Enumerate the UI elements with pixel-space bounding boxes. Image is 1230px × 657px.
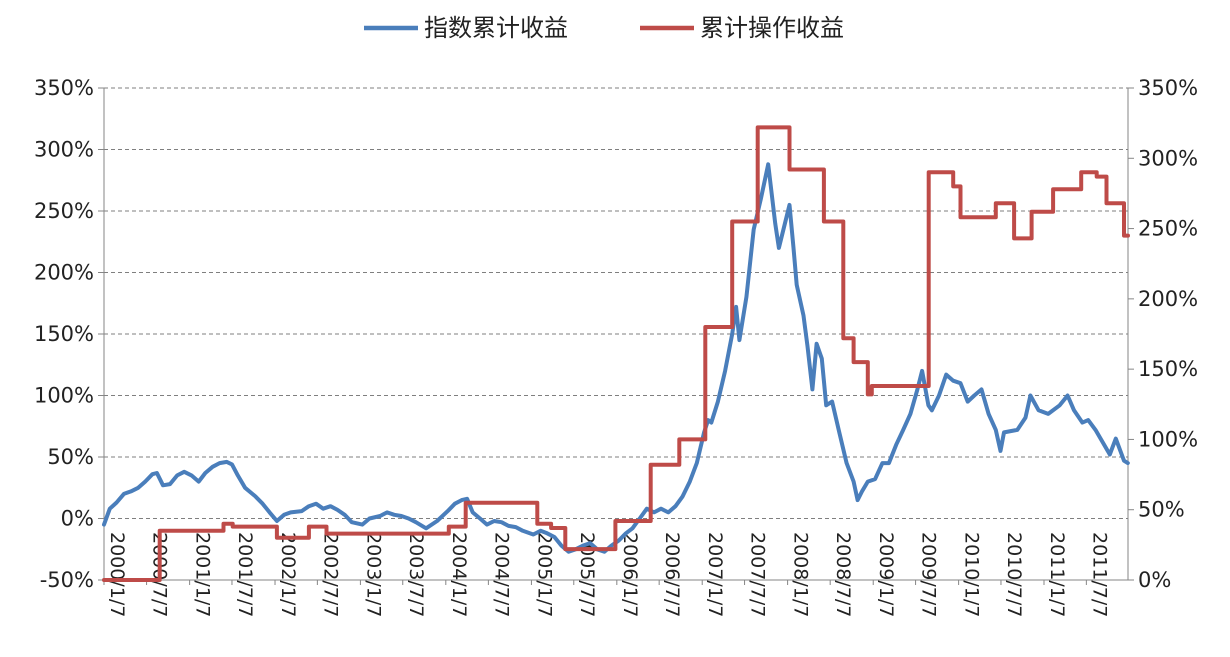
- left-y-axis-ticks: -50% 0% 50% 100% 150% 200% 250% 300% 350%: [34, 76, 104, 592]
- x-tick-label: 2004/1/7: [448, 532, 470, 617]
- left-tick-label: 50%: [47, 445, 94, 469]
- x-tick-label: 2011/1/7: [1046, 532, 1068, 617]
- left-tick-label: 300%: [34, 138, 94, 162]
- left-tick-label: 0%: [61, 507, 94, 531]
- right-tick-label: 200%: [1138, 287, 1198, 311]
- x-tick-label: 2001/1/7: [192, 532, 214, 617]
- left-tick-label: 150%: [34, 322, 94, 346]
- grid-lines: [104, 87, 1128, 519]
- x-tick-label: 2007/7/7: [747, 532, 769, 617]
- x-tick-label: 2005/7/7: [576, 532, 598, 617]
- x-tick-label: 2009/7/7: [918, 532, 940, 617]
- left-tick-label: 350%: [34, 76, 94, 100]
- series-line-operation-cumulative-return: [102, 125, 1130, 582]
- x-tick-label: 2008/7/7: [832, 532, 854, 617]
- x-tick-label: 2003/1/7: [362, 532, 384, 617]
- left-tick-label: 250%: [34, 199, 94, 223]
- legend-label-index: 指数累计收益: [424, 14, 568, 42]
- x-tick-label: 2001/7/7: [234, 532, 256, 617]
- x-tick-label: 2007/1/7: [704, 532, 726, 617]
- x-tick-label: 2003/7/7: [405, 532, 427, 617]
- right-tick-label: 250%: [1138, 217, 1198, 241]
- x-tick-label: 2010/7/7: [1003, 532, 1025, 617]
- right-tick-label: 300%: [1138, 146, 1198, 170]
- series-layer: [102, 125, 1130, 582]
- left-tick-label: -50%: [40, 568, 94, 592]
- right-tick-label: 350%: [1138, 76, 1198, 100]
- x-tick-label: 2000/1/7: [106, 532, 128, 617]
- left-tick-label: 100%: [34, 384, 94, 408]
- right-tick-label: 150%: [1138, 357, 1198, 381]
- x-tick-label: 2006/7/7: [661, 532, 683, 617]
- x-tick-label: 2009/1/7: [875, 532, 897, 617]
- right-y-axis-ticks: 0% 50% 100% 150% 200% 250% 300% 350%: [1128, 76, 1198, 592]
- legend: 指数累计收益 累计操作收益: [364, 14, 844, 42]
- x-tick-label: 2008/1/7: [790, 532, 812, 617]
- series-line-index-cumulative-return: [102, 162, 1130, 554]
- left-tick-label: 200%: [34, 261, 94, 285]
- x-tick-label: 2006/1/7: [619, 532, 641, 617]
- right-tick-label: 100%: [1138, 427, 1198, 451]
- x-tick-label: 2005/1/7: [533, 532, 555, 617]
- x-tick-label: 2010/1/7: [961, 532, 983, 617]
- x-tick-label: 2002/7/7: [319, 532, 341, 617]
- right-tick-label: 50%: [1138, 498, 1185, 522]
- legend-label-operation: 累计操作收益: [700, 14, 844, 42]
- x-axis-ticks: 2000/1/7 2000/7/7 2001/1/7 2001/7/7 2002/1/7…: [103, 532, 1110, 617]
- x-tick-label: 2004/7/7: [490, 532, 512, 617]
- x-tick-label: 2002/1/7: [277, 532, 299, 617]
- x-tick-label: 2011/7/7: [1088, 532, 1110, 617]
- right-tick-label: 0%: [1138, 568, 1171, 592]
